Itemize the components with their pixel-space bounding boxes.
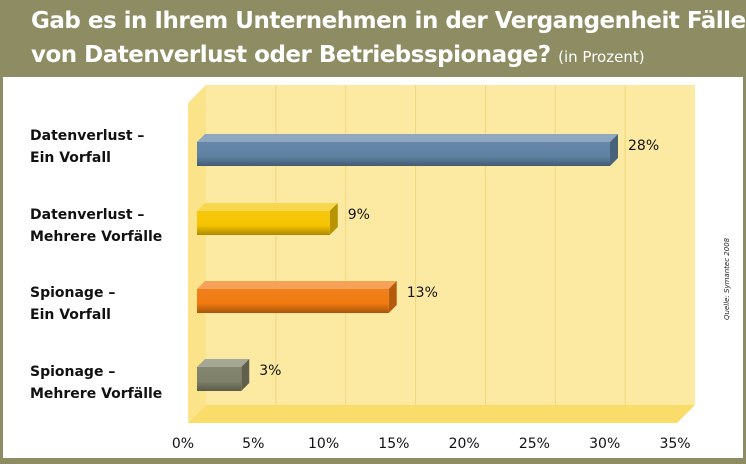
subtitle: (in Prozent) bbox=[558, 48, 645, 66]
side-wall bbox=[188, 85, 206, 423]
category-label: Mehrere Vorfälle bbox=[30, 229, 162, 245]
bar-top bbox=[197, 281, 397, 289]
bar-end bbox=[610, 134, 618, 166]
data-label: 9% bbox=[348, 207, 370, 223]
data-label: 28% bbox=[628, 138, 659, 154]
source-note: Quelle: Symantec 2008 bbox=[723, 237, 731, 320]
x-tick-label: 25% bbox=[519, 436, 550, 452]
bar-group: 3% bbox=[197, 359, 281, 391]
data-label: 3% bbox=[259, 363, 281, 379]
bar-top bbox=[197, 134, 618, 142]
category-label: Ein Vorfall bbox=[30, 150, 111, 166]
x-tick-label: 0% bbox=[172, 436, 194, 452]
category-label: Mehrere Vorfälle bbox=[30, 386, 162, 402]
bar-group: 13% bbox=[197, 281, 438, 313]
bar bbox=[197, 367, 242, 391]
title-line-2-text: von Datenverlust oder Betriebsspionage? bbox=[31, 42, 551, 68]
x-tick-label: 10% bbox=[308, 436, 339, 452]
title-line-1: Gab es in Ihrem Unternehmen in der Verga… bbox=[31, 8, 746, 34]
x-tick-label: 15% bbox=[378, 436, 409, 452]
header: Gab es in Ihrem Unternehmen in der Verga… bbox=[0, 0, 746, 77]
bar-group: 9% bbox=[197, 203, 370, 235]
x-tick-label: 5% bbox=[242, 436, 264, 452]
x-tick-label: 30% bbox=[589, 436, 620, 452]
bar-end bbox=[241, 359, 250, 391]
floor bbox=[188, 405, 695, 423]
category-label: Datenverlust – bbox=[30, 128, 144, 144]
title-line-2: von Datenverlust oder Betriebsspionage? … bbox=[31, 42, 645, 68]
x-tick-label: 20% bbox=[449, 436, 480, 452]
category-label: Spionage – bbox=[30, 285, 115, 301]
bar bbox=[197, 211, 330, 235]
category-label: Datenverlust – bbox=[30, 207, 144, 223]
bar-end bbox=[329, 203, 338, 235]
category-label: Ein Vorfall bbox=[30, 307, 111, 323]
bar-top bbox=[197, 203, 338, 211]
x-tick-label: 35% bbox=[659, 436, 690, 452]
back-wall bbox=[206, 85, 695, 405]
bar-end bbox=[388, 281, 397, 313]
bar bbox=[197, 142, 610, 166]
data-label: 13% bbox=[407, 285, 438, 301]
bar bbox=[197, 289, 389, 313]
category-label: Spionage – bbox=[30, 364, 115, 380]
bar-group: 28% bbox=[197, 134, 659, 166]
bar-top bbox=[197, 359, 250, 367]
